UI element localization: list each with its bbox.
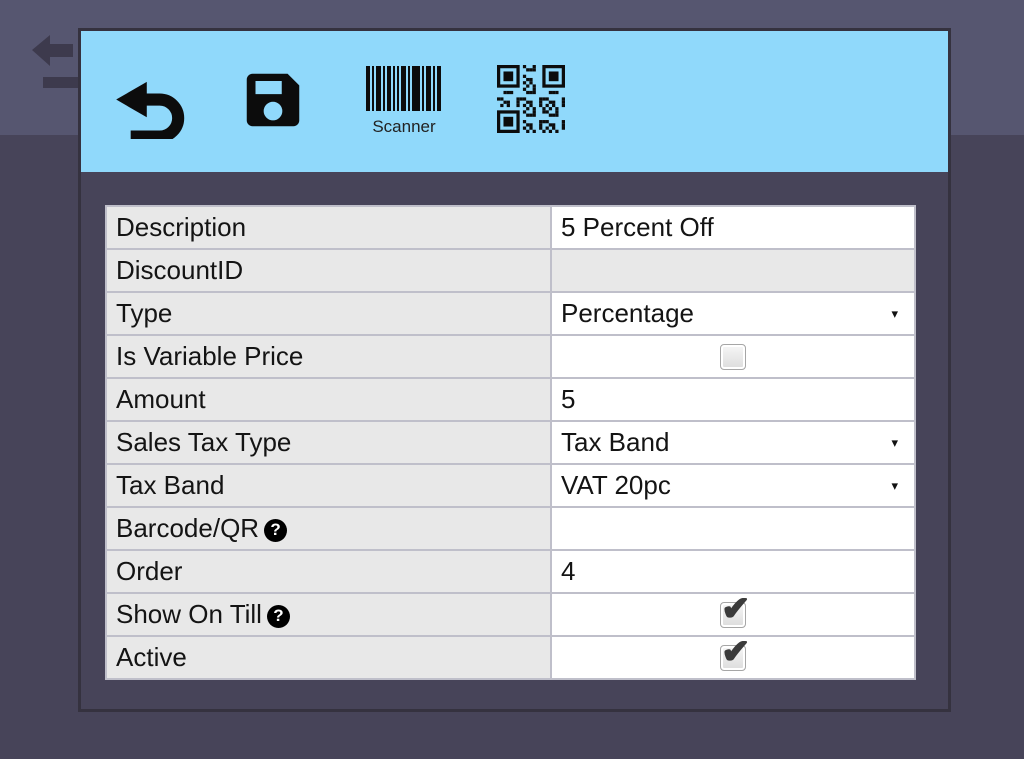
checkmark-icon: ✔ [721,636,750,671]
table-row: Order 4 [105,549,916,594]
type-select[interactable]: Percentage ▾ [550,291,916,336]
select-value: VAT 20pc [561,470,671,500]
floppy-disk-icon [246,73,300,127]
save-button[interactable] [238,65,308,140]
tax-band-select[interactable]: VAT 20pc ▾ [550,463,916,508]
field-label-text: Barcode/QR [116,513,260,543]
field-label-text: Show On Till [116,599,262,629]
field-label-text: Sales Tax Type [116,427,292,457]
table-row: Barcode/QR? [105,506,916,551]
table-row: DiscountID [105,248,916,293]
dropdown-arrow-icon: ▾ [891,434,898,450]
discount-form-rows: Description 5 Percent Off DiscountID Type Pe… [105,205,916,680]
barcode-qr-input[interactable] [550,506,916,551]
discount-form-table: Description 5 Percent Off DiscountID Type Pe… [105,205,916,680]
field-label-sales-tax-type: Sales Tax Type [105,420,552,465]
dropdown-arrow-icon: ▾ [891,477,898,493]
table-row: Tax Band VAT 20pc ▾ [105,463,916,508]
field-label-amount: Amount [105,377,552,422]
field-label-order: Order [105,549,552,594]
field-label-text: Tax Band [116,470,225,500]
field-label-text: Is Variable Price [116,341,304,371]
field-label-tax-band: Tax Band [105,463,552,508]
field-label-text: Type [116,298,173,328]
qr-code-icon [497,65,565,133]
discountid-readonly-field [550,248,916,293]
field-label-description: Description [105,205,552,250]
table-row: Active ✔ [105,635,916,680]
table-row: Is Variable Price [105,334,916,379]
select-value: Percentage [561,298,694,328]
back-button[interactable] [108,73,192,144]
scanner-label: Scanner [372,117,436,136]
help-icon[interactable]: ? [264,518,288,542]
undo-arrow-icon [116,81,185,143]
table-row: Amount 5 [105,377,916,422]
barcode-icon [366,66,441,111]
field-label-text: Description [116,212,247,242]
show-on-till-checkbox[interactable]: ✔ [720,595,750,628]
table-row: Type Percentage ▾ [105,291,916,336]
active-cell: ✔ [550,635,916,680]
qr-button[interactable] [497,65,565,138]
sales-tax-type-select[interactable]: Tax Band ▾ [550,420,916,465]
field-label-show-on-till: Show On Till? [105,592,552,637]
table-row: Description 5 Percent Off [105,205,916,250]
order-input[interactable]: 4 [550,549,916,594]
scanner-button[interactable]: Scanner [365,66,443,137]
show-on-till-cell: ✔ [550,592,916,637]
field-label-text: Amount [116,384,206,414]
table-row: Show On Till? ✔ [105,592,916,637]
field-label-discountid: DiscountID [105,248,552,293]
discount-editor-dialog: Scanner Description 5 Percent Off Discount… [78,28,951,712]
field-label-text: DiscountID [116,255,244,285]
select-value: Tax Band [561,427,670,457]
help-icon[interactable]: ? [266,604,290,628]
background-back-arrow-icon [32,35,78,88]
is-variable-price-checkbox[interactable] [720,343,746,370]
field-label-is-variable-price: Is Variable Price [105,334,552,379]
is-variable-price-cell [550,334,916,379]
dropdown-arrow-icon: ▾ [891,305,898,321]
field-label-text: Active [116,642,187,672]
table-row: Sales Tax Type Tax Band ▾ [105,420,916,465]
checkmark-icon: ✔ [721,593,750,628]
toolbar: Scanner [81,31,948,172]
description-input[interactable]: 5 Percent Off [550,205,916,250]
field-label-barcode-qr: Barcode/QR? [105,506,552,551]
field-label-type: Type [105,291,552,336]
field-label-text: Order [116,556,183,586]
active-checkbox[interactable]: ✔ [720,638,750,671]
amount-input[interactable]: 5 [550,377,916,422]
field-label-active: Active [105,635,552,680]
